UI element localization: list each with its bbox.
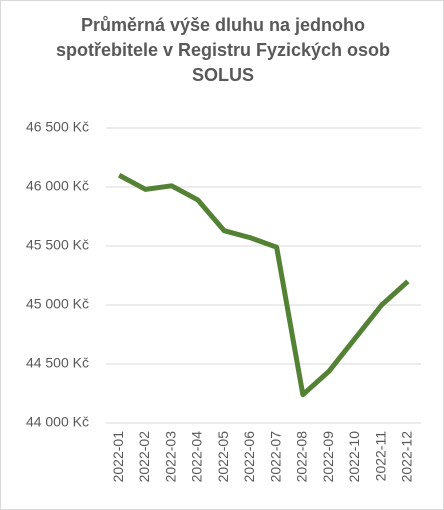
x-tick-label: 2022-02 — [136, 431, 152, 483]
x-tick-label: 2022-10 — [346, 431, 362, 483]
y-tick-label: 44 000 Kč — [26, 414, 89, 430]
x-tick-label: 2022-12 — [399, 431, 415, 483]
data-line — [117, 172, 410, 398]
x-tick-label: 2022-07 — [267, 431, 283, 483]
x-tick-label: 2022-05 — [215, 431, 231, 483]
x-tick-label: 2022-11 — [372, 431, 388, 482]
x-tick-label: 2022-01 — [110, 431, 126, 483]
y-tick-label: 45 500 Kč — [26, 237, 89, 253]
x-tick-label: 2022-09 — [320, 431, 336, 483]
y-tick-label: 44 500 Kč — [26, 355, 89, 371]
x-tick-label: 2022-06 — [241, 431, 257, 483]
chart-title: Průměrná výše dluhu na jednoho spotřebit… — [55, 15, 391, 85]
y-tick-label: 46 500 Kč — [26, 119, 89, 135]
y-tick-label: 46 000 Kč — [26, 178, 89, 194]
x-tick-label: 2022-03 — [162, 431, 178, 483]
y-tick-label: 45 000 Kč — [26, 296, 89, 312]
x-tick-label: 2022-04 — [189, 431, 205, 483]
x-tick-label: 2022-08 — [294, 431, 310, 483]
